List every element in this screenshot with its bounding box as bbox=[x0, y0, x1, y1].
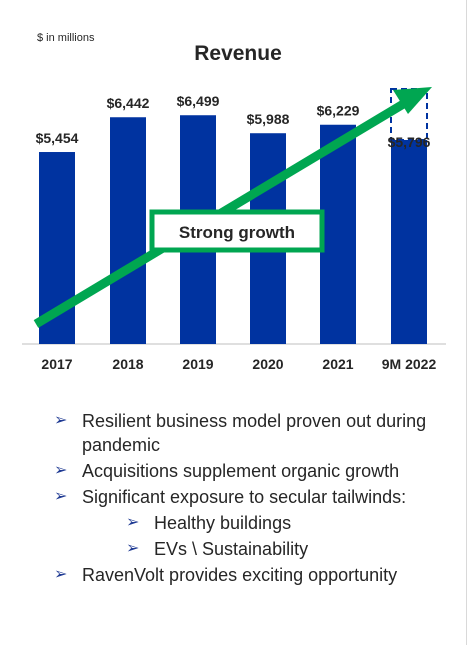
bullet-text: EVs \ Sustainability bbox=[154, 539, 309, 559]
slide-edge bbox=[466, 0, 467, 645]
value-label: $6,229 bbox=[317, 103, 360, 119]
bar-2018 bbox=[110, 117, 146, 344]
arrow-bullet-icon: ➢ bbox=[126, 514, 140, 531]
category-label: 2021 bbox=[322, 356, 353, 372]
bullet-text: Resilient business model proven out duri… bbox=[82, 411, 427, 455]
value-label: $5,988 bbox=[247, 111, 290, 127]
bullet-list: ➢ Resilient business model proven out dur… bbox=[54, 409, 454, 589]
value-label: $5,796 bbox=[388, 134, 431, 150]
bullet-item: ➢ Significant exposure to secular tailwin… bbox=[54, 485, 454, 509]
bullet-item: ➢ EVs \ Sustainability bbox=[54, 537, 454, 561]
category-label: 2019 bbox=[182, 356, 213, 372]
bullet-item: ➢ Healthy buildings bbox=[54, 511, 454, 535]
category-label: 9M 2022 bbox=[382, 356, 437, 372]
bullet-item: ➢ Resilient business model proven out dur… bbox=[54, 409, 454, 457]
value-label: $6,442 bbox=[107, 95, 150, 111]
annotation-label: Strong growth bbox=[179, 223, 295, 242]
growth-arrow-head bbox=[393, 87, 432, 114]
bullet-item: ➢ Acquisitions supplement organic growth bbox=[54, 459, 454, 483]
arrow-bullet-icon: ➢ bbox=[54, 412, 68, 429]
value-label: $6,499 bbox=[177, 93, 220, 109]
arrow-bullet-icon: ➢ bbox=[54, 488, 68, 505]
category-label: 2020 bbox=[252, 356, 283, 372]
bullet-text: Healthy buildings bbox=[154, 513, 292, 533]
value-label: $5,454 bbox=[36, 130, 79, 146]
arrow-bullet-icon: ➢ bbox=[54, 566, 68, 583]
arrow-bullet-icon: ➢ bbox=[54, 462, 68, 479]
arrow-bullet-icon: ➢ bbox=[126, 540, 140, 557]
category-label: 2017 bbox=[41, 356, 72, 372]
bullet-text: RavenVolt provides exciting opportunity bbox=[82, 565, 398, 585]
projection-dashed-box bbox=[390, 88, 428, 141]
revenue-chart: Strong growth $5,454 $6,442 $6,499 $5,988 $6,… bbox=[22, 87, 446, 372]
bullet-item: ➢ RavenVolt provides exciting opportunity bbox=[54, 563, 454, 587]
category-label: 2018 bbox=[112, 356, 143, 372]
bullet-text: Acquisitions supplement organic growth bbox=[82, 461, 400, 481]
annotation-box bbox=[149, 209, 325, 253]
chart-title: Revenue bbox=[194, 42, 282, 65]
bar-2021 bbox=[320, 124, 356, 344]
units-note: $ in millions bbox=[37, 32, 95, 44]
bar-9m-2022 bbox=[391, 139, 427, 344]
bullet-text: Significant exposure to secular tailwind… bbox=[82, 487, 407, 507]
